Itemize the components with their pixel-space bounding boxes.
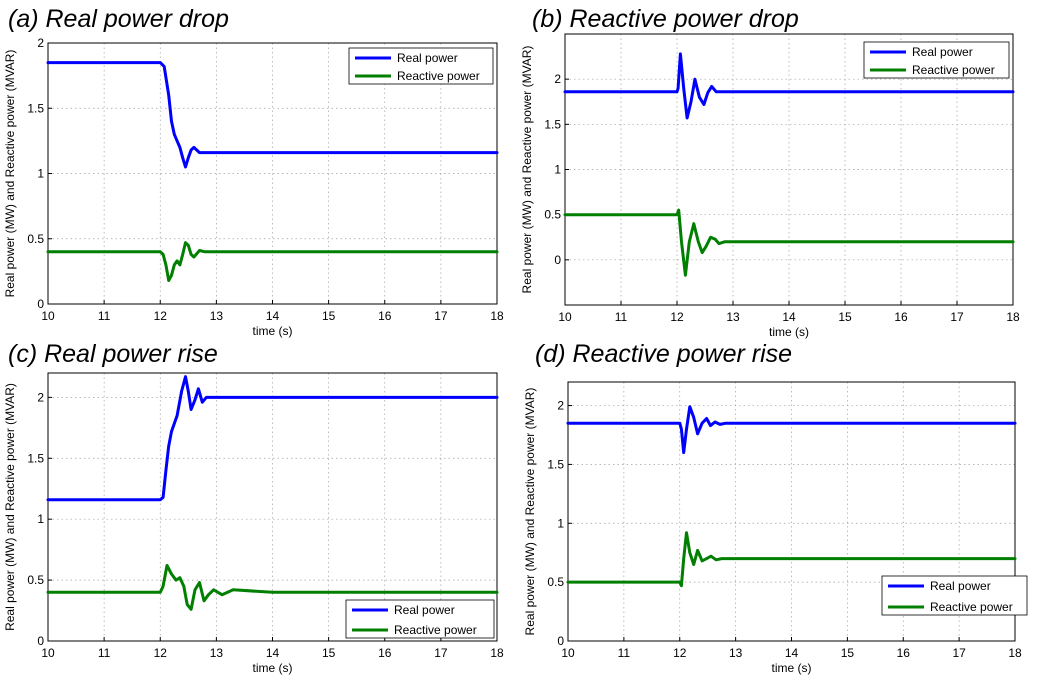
tick-label-x-a-1: 11 [98,309,111,323]
series-line-c-reactive-power [46,564,499,611]
legend-box-a [348,47,494,85]
tick-label-x-b-7: 17 [950,310,964,324]
tick-label-x-a-3: 13 [210,309,224,323]
tick-label-y-b-0: 0 [554,253,561,267]
chart-title-a: (a) Real power drop [8,5,229,33]
axes-frame-a [47,42,498,305]
tick-label-y-d-2: 1 [557,516,564,530]
tick-label-y-c-4: 2 [37,390,44,404]
axes-frame-c [47,372,498,642]
tick-label-x-d-7: 17 [952,646,966,660]
axes-frame-b [564,33,1014,306]
tick-label-y-d-0: 0 [557,634,564,648]
x-axis-label-d: time (s) [772,661,812,675]
chart-title-c: (c) Real power rise [8,340,218,368]
tick-label-x-a-2: 12 [154,309,168,323]
axes-frame-d [567,381,1016,642]
tick-label-x-b-1: 11 [615,310,628,324]
legend-box-c [345,599,495,639]
tick-label-y-a-1: 0.5 [27,232,44,246]
tick-label-x-b-2: 12 [670,310,684,324]
tick-label-x-c-1: 11 [98,646,111,660]
tick-label-x-c-7: 17 [434,646,448,660]
tick-label-x-c-5: 15 [322,646,336,660]
y-axis-label-d: Real power (MW) and Reactive power (MVAR… [523,388,537,636]
plot-area-c [48,373,497,641]
legend-label-d-0: Real power [930,579,991,593]
tick-label-x-c-6: 16 [378,646,392,660]
tick-label-x-d-2: 12 [673,646,687,660]
tick-label-x-a-6: 16 [378,309,392,323]
tick-label-x-b-8: 18 [1006,310,1020,324]
tick-label-y-d-3: 1.5 [547,457,564,471]
tick-label-y-c-3: 1.5 [27,451,44,465]
tick-label-x-d-1: 11 [618,646,631,660]
tick-label-y-b-1: 0.5 [544,208,561,222]
x-axis-label-b: time (s) [769,325,809,339]
x-axis-label-a: time (s) [253,324,293,338]
tick-label-x-c-0: 10 [41,646,55,660]
y-axis-label-b: Real power (MW) and Reactive power (MVAR… [520,46,534,294]
tick-label-x-d-8: 18 [1008,646,1022,660]
y-axis-label-c: Real power (MW) and Reactive power (MVAR… [3,383,17,631]
legend-label-a-0: Real power [397,51,458,65]
tick-label-x-a-8: 18 [490,309,504,323]
tick-label-x-d-0: 10 [561,646,575,660]
tick-label-y-c-2: 1 [37,512,44,526]
legend-label-c-1: Reactive power [394,623,477,637]
tick-label-x-b-5: 15 [838,310,852,324]
tick-label-y-a-4: 2 [37,36,44,50]
series-line-c-real-power [46,375,499,502]
tick-label-y-b-2: 1 [554,163,561,177]
tick-label-y-d-1: 0.5 [547,575,564,589]
series-line-b-real-power [563,52,1015,120]
tick-label-x-b-6: 16 [894,310,908,324]
tick-label-x-a-4: 14 [266,309,280,323]
tick-label-x-d-5: 15 [841,646,855,660]
tick-label-x-b-3: 13 [726,310,740,324]
tick-label-y-d-4: 2 [557,399,564,413]
legend-label-c-0: Real power [394,603,455,617]
tick-label-x-c-2: 12 [154,646,168,660]
series-line-a-real-power [46,61,499,169]
tick-label-y-b-3: 1.5 [544,117,561,131]
tick-label-y-a-2: 1 [37,167,44,181]
tick-label-x-c-8: 18 [490,646,504,660]
legend-label-b-1: Reactive power [912,63,995,77]
series-line-d-real-power [566,405,1017,455]
tick-label-x-b-4: 14 [782,310,796,324]
tick-label-x-d-6: 16 [897,646,911,660]
tick-label-x-a-5: 15 [322,309,336,323]
tick-label-y-b-4: 2 [554,72,561,86]
tick-label-y-a-3: 1.5 [27,101,44,115]
legend-label-b-0: Real power [912,45,973,59]
chart-title-d: (d) Reactive power rise [535,340,793,368]
series-line-a-reactive-power [46,241,499,282]
legend-label-a-1: Reactive power [397,69,480,83]
tick-label-x-a-0: 10 [41,309,55,323]
series-line-d-reactive-power [566,531,1017,588]
tick-label-x-d-3: 13 [729,646,743,660]
tick-label-y-c-1: 0.5 [27,573,44,587]
legend-box-b [863,41,1010,79]
tick-label-x-c-3: 13 [210,646,224,660]
tick-label-x-d-4: 14 [785,646,799,660]
x-axis-label-c: time (s) [253,661,293,675]
tick-label-x-b-0: 10 [558,310,572,324]
tick-label-x-c-4: 14 [266,646,280,660]
chart-title-b: (b) Reactive power drop [532,5,799,33]
y-axis-label-a: Real power (MW) and Reactive power (MVAR… [3,50,17,298]
tick-label-x-a-7: 17 [434,309,448,323]
tick-label-y-c-0: 0 [37,634,44,648]
legend-label-d-1: Reactive power [930,600,1013,614]
tick-label-y-a-0: 0 [37,297,44,311]
series-line-b-reactive-power [563,208,1015,277]
